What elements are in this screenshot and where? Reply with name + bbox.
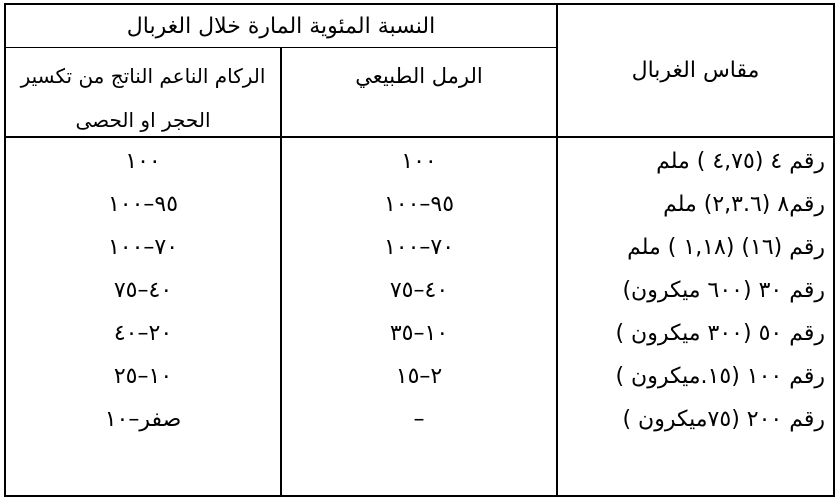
crushed-value-row-4: ٤٠–٧٥ bbox=[113, 278, 173, 303]
natural-sand-value-row-6: ٢–١٥ bbox=[395, 364, 443, 389]
table-header-crushed-aggregate: الركام الناعم الناتج من تكسير الحجر او ا… bbox=[6, 48, 280, 138]
sieve-size-row-3: رقم (١٦) (١,١٨ ) ملم bbox=[627, 235, 825, 260]
sieve-size-row-5: رقم ٥٠ (٣٠٠ ميكرون ) bbox=[615, 321, 825, 346]
sieve-size-row-2: رقم٨ (٢,٣.٦) ملم bbox=[663, 192, 825, 217]
natural-sand-value-row-7: – bbox=[413, 407, 425, 432]
column-sieve-sizes: رقم ٤ (٤,٧٥ ) ملم رقم٨ (٢,٣.٦) ملم رقم (… bbox=[556, 138, 833, 495]
crushed-value-row-2: ٩٥–١٠٠ bbox=[107, 192, 179, 217]
column-crushed-aggregate-values: ١٠٠ ٩٥–١٠٠ ٧٠–١٠٠ ٤٠–٧٥ ٢٠–٤٠ ١٠–٢٥ صفر–… bbox=[6, 138, 280, 495]
crushed-value-row-3: ٧٠–١٠٠ bbox=[107, 235, 179, 260]
natural-sand-value-row-5: ١٠–٣٥ bbox=[389, 321, 449, 346]
sieve-gradation-table: النسبة المئوية المارة خلال الغربال مقاس … bbox=[4, 3, 835, 497]
sieve-size-row-6: رقم ١٠٠ (١٥.ميكرون ) bbox=[615, 364, 825, 389]
column-natural-sand-values: ١٠٠ ٩٥–١٠٠ ٧٠–١٠٠ ٤٠–٧٥ ١٠–٣٥ ٢–١٥ – bbox=[280, 138, 556, 495]
table-header-sieve-size: مقاس الغربال bbox=[556, 5, 833, 138]
crushed-value-row-1: ١٠٠ bbox=[125, 149, 161, 174]
crushed-value-row-5: ٢٠–٤٠ bbox=[113, 321, 173, 346]
natural-sand-title: الرمل الطبيعي bbox=[355, 64, 483, 88]
natural-sand-value-row-3: ٧٠–١٠٠ bbox=[383, 235, 455, 260]
sieve-size-row-1: رقم ٤ (٤,٧٥ ) ملم bbox=[656, 149, 825, 174]
natural-sand-value-row-4: ٤٠–٧٥ bbox=[389, 278, 449, 303]
natural-sand-value-row-2: ٩٥–١٠٠ bbox=[383, 192, 455, 217]
sieve-size-row-7: رقم ٢٠٠ (٧٥ميكرون ) bbox=[622, 407, 825, 432]
percent-passing-title: النسبة المئوية المارة خلال الغربال bbox=[126, 13, 436, 39]
sieve-size-row-4: رقم ٣٠ (٦٠٠ ميكرون) bbox=[622, 278, 825, 303]
table-header-natural-sand: الرمل الطبيعي bbox=[280, 48, 556, 138]
table-header-percent-passing: النسبة المئوية المارة خلال الغربال bbox=[6, 5, 556, 48]
crushed-value-row-6: ١٠–٢٥ bbox=[113, 364, 173, 389]
crushed-value-row-7: صفر–١٠ bbox=[104, 407, 182, 432]
sieve-size-title: مقاس الغربال bbox=[631, 58, 760, 83]
natural-sand-value-row-1: ١٠٠ bbox=[401, 149, 437, 174]
